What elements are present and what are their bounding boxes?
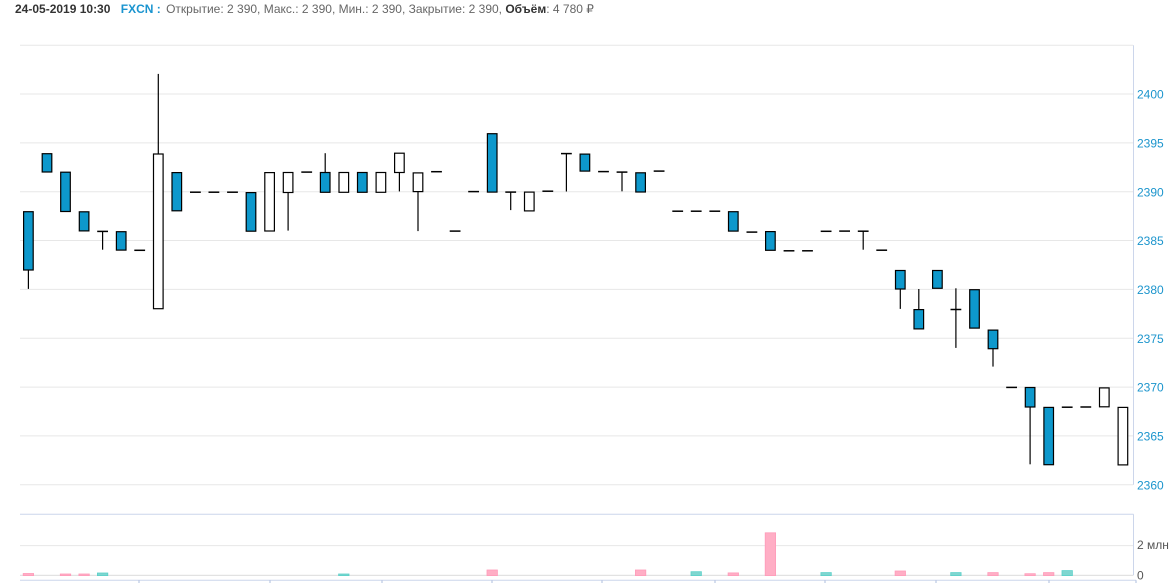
svg-text:2400: 2400 bbox=[1137, 88, 1164, 102]
svg-text:2390: 2390 bbox=[1137, 185, 1164, 199]
svg-text:2 млн: 2 млн bbox=[1137, 538, 1169, 552]
svg-text:2370: 2370 bbox=[1137, 381, 1164, 395]
svg-text:2360: 2360 bbox=[1137, 478, 1164, 492]
svg-text:2375: 2375 bbox=[1137, 332, 1164, 346]
svg-text:2380: 2380 bbox=[1137, 283, 1164, 297]
svg-text:2395: 2395 bbox=[1137, 137, 1164, 151]
svg-text:0: 0 bbox=[1137, 569, 1144, 583]
svg-text:2365: 2365 bbox=[1137, 430, 1164, 444]
svg-text:2385: 2385 bbox=[1137, 234, 1164, 248]
